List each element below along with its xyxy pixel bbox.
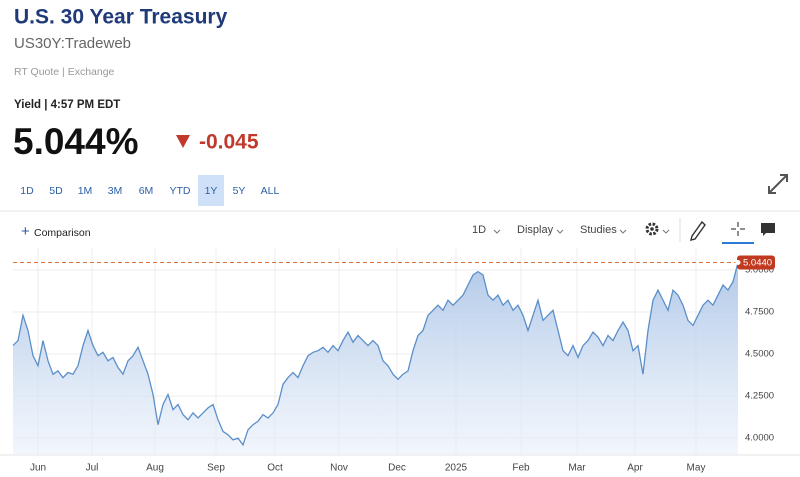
x-tick-label: Oct bbox=[267, 463, 283, 474]
range-button[interactable]: 5Y bbox=[233, 185, 246, 197]
range-button[interactable]: 6M bbox=[139, 185, 154, 197]
range-button[interactable]: 5D bbox=[49, 185, 63, 197]
chevron bbox=[493, 229, 501, 234]
x-tick-label: Mar bbox=[568, 463, 586, 474]
x-tick-label: Aug bbox=[146, 463, 164, 474]
range-button[interactable]: 1M bbox=[78, 185, 93, 197]
x-tick-label: May bbox=[687, 463, 706, 474]
plus-icon: + bbox=[21, 223, 30, 240]
expand-icon[interactable] bbox=[768, 174, 788, 194]
symbol: US30Y:Tradeweb bbox=[14, 35, 131, 52]
down-arrow bbox=[176, 135, 190, 148]
interval-button[interactable]: 1D bbox=[472, 224, 486, 236]
x-tick-label: 2025 bbox=[445, 463, 468, 474]
x-tick-label: Jun bbox=[30, 463, 46, 474]
price-tag bbox=[737, 255, 775, 270]
last-point bbox=[735, 259, 741, 265]
x-tick-label: Jul bbox=[86, 463, 99, 474]
studies-button[interactable]: Studies bbox=[580, 224, 617, 236]
x-tick-label: Dec bbox=[388, 463, 406, 474]
x-tick-label: Feb bbox=[512, 463, 530, 474]
price: 5.044% bbox=[13, 121, 139, 162]
y-tick-label: 4.0000 bbox=[745, 433, 774, 444]
price-tag-label: 5.0440 bbox=[743, 257, 772, 268]
chevron bbox=[619, 229, 627, 234]
line bbox=[12, 262, 739, 447]
chevron bbox=[556, 229, 564, 234]
comparison-button[interactable]: Comparison bbox=[34, 227, 91, 239]
crosshair-icon[interactable] bbox=[731, 222, 745, 236]
settings-icon[interactable] bbox=[645, 222, 670, 236]
x-tick-label: Nov bbox=[330, 463, 348, 474]
comment-icon[interactable] bbox=[761, 223, 775, 236]
y-tick-label: 4.2500 bbox=[745, 391, 774, 402]
x-tick-label: Sep bbox=[207, 463, 225, 474]
range-button[interactable]: ALL bbox=[261, 185, 280, 197]
display-button[interactable]: Display bbox=[517, 224, 554, 236]
draw-icon[interactable] bbox=[690, 220, 706, 241]
range-selected-bg bbox=[198, 175, 224, 206]
range-button[interactable]: 1Y bbox=[205, 185, 218, 197]
change: -0.045 bbox=[199, 131, 259, 154]
quote-label: Yield | 4:57 PM EDT bbox=[14, 99, 120, 111]
quote-source: RT Quote | Exchange bbox=[14, 66, 115, 78]
title: U.S. 30 Year Treasury bbox=[14, 6, 228, 29]
range-button[interactable]: 3M bbox=[108, 185, 123, 197]
x-tick-label: Apr bbox=[627, 463, 643, 474]
area bbox=[13, 262, 738, 455]
y-tick-label: 4.7500 bbox=[745, 306, 774, 317]
y-tick-label: 4.5000 bbox=[745, 349, 774, 360]
range-button[interactable]: YTD bbox=[170, 185, 191, 197]
active-indicator bbox=[722, 242, 754, 244]
range-button[interactable]: 1D bbox=[20, 185, 34, 197]
y-tick-label: 5.0000 bbox=[745, 264, 774, 275]
